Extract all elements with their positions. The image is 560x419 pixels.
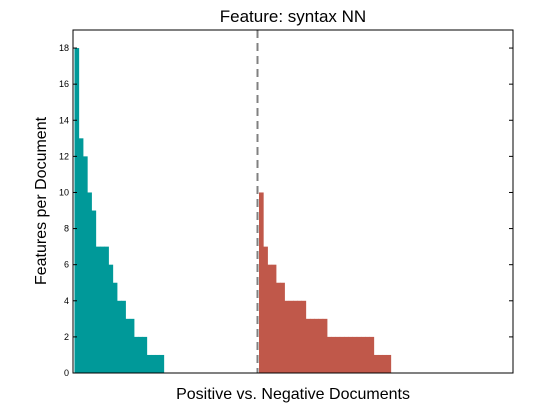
positive-bar-7 [104,246,109,373]
y-tick-label-12: 12 [59,151,69,161]
negative-bar-26 [369,336,375,373]
negative-bar-17 [331,336,336,373]
negative-bar-25 [365,336,370,373]
positive-bar-6 [100,246,105,373]
negative-bar-18 [335,336,341,373]
positive-bar-14 [134,336,139,373]
negative-bar-12 [310,318,315,373]
positive-bar-9 [112,282,118,373]
plot-frame [72,29,514,374]
positive-bar-15 [138,336,143,373]
positive-bar-11 [121,300,126,373]
negative-bar-3 [271,264,277,373]
positive-bar-2 [83,156,88,373]
y-tick-label-16: 16 [59,79,69,89]
y-axis-ticks: 0 2 4 6 8 10 12 14 16 18 [59,43,513,378]
y-tick-label-2: 2 [64,332,69,342]
negative-bar-23 [356,336,362,373]
negative-bar-28 [378,354,383,373]
y-tick-label-10: 10 [59,187,69,197]
negative-bar-10 [301,300,307,373]
positive-bar-20 [159,354,165,373]
y-tick-label-6: 6 [64,260,69,270]
positive-bar-0 [74,48,80,374]
negative-bar-21 [348,336,353,373]
negative-bar-9 [297,300,302,373]
y-tick-label-4: 4 [64,296,69,306]
negative-bar-13 [314,318,319,373]
negative-bar-1 [263,246,268,373]
negative-bar-20 [344,336,349,373]
negative-bar-30 [386,354,392,373]
negative-bar-6 [284,300,290,373]
bars-layer [74,48,392,374]
negative-bar-27 [373,354,379,373]
positive-bar-12 [125,318,131,373]
positive-bar-17 [146,354,152,373]
positive-bar-19 [155,354,160,373]
negative-bar-24 [361,336,366,373]
negative-bar-19 [339,336,345,373]
negative-bar-7 [288,300,294,373]
positive-bar-18 [151,354,156,373]
positive-bar-5 [95,246,101,373]
positive-bar-4 [91,210,97,373]
negative-bar-0 [259,192,264,373]
negative-bar-14 [318,318,324,373]
y-tick-label-18: 18 [59,43,69,53]
y-axis-label: Features per Document [33,116,50,285]
negative-bar-11 [305,318,311,373]
x-axis-label: Positive vs. Negative Documents [176,386,410,403]
positive-bar-8 [108,264,114,373]
positive-bar-13 [129,318,135,373]
positive-bar-3 [87,192,92,373]
negative-bar-4 [276,282,281,373]
negative-bar-29 [382,354,387,373]
positive-bar-16 [142,336,148,373]
y-tick-label-14: 14 [59,115,69,125]
negative-bar-15 [322,318,328,373]
chart-title: Feature: syntax NN [220,7,366,26]
negative-bar-8 [293,300,298,373]
positive-bar-10 [117,300,122,373]
negative-bar-5 [280,282,285,373]
negative-bar-16 [327,336,332,373]
positive-bar-1 [78,138,84,373]
negative-bar-2 [267,264,273,373]
y-tick-label-0: 0 [64,368,69,378]
y-tick-label-8: 8 [64,224,69,234]
negative-bar-22 [352,336,358,373]
